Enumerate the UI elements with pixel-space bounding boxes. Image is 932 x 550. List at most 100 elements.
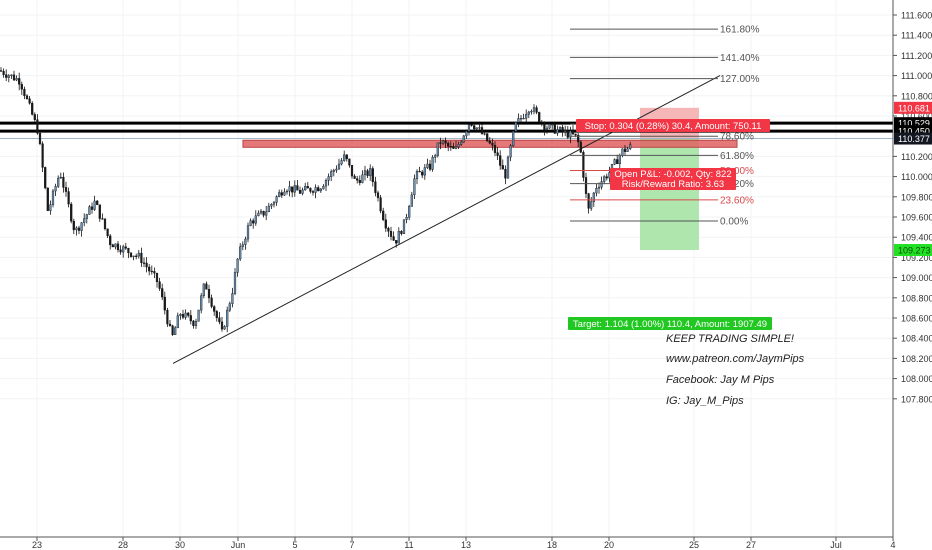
candle-body (246, 225, 250, 240)
price-flag (894, 244, 932, 257)
candle-body (179, 314, 182, 316)
candle-body (558, 127, 562, 130)
candle-body (150, 270, 153, 273)
candle-body (72, 220, 75, 231)
candle-body (473, 125, 476, 130)
candle-body (345, 154, 348, 160)
candle-body (44, 167, 47, 189)
y-tick-label: 108.200 (901, 354, 932, 364)
candle-body (621, 148, 624, 156)
candle-body (64, 187, 68, 192)
y-tick-label: 109.400 (901, 233, 932, 243)
candle-body (161, 288, 164, 298)
candle-body (189, 315, 192, 322)
candle-body (597, 186, 601, 189)
candle-body (561, 127, 564, 133)
price-axis[interactable]: 111.600 111.400 111.200 111.000 110.800 110.6… (892, 0, 932, 537)
x-tick-label: 7 (349, 540, 354, 550)
candle-body (486, 133, 489, 142)
candle-body (93, 200, 96, 210)
candle-body (426, 163, 429, 168)
candle-body (280, 192, 283, 196)
candle-body (618, 155, 621, 165)
annotation-line-2: www.patreon.com/JaymPips (666, 353, 805, 365)
target-label-bg (568, 317, 772, 330)
candle-body (571, 130, 575, 135)
price-flag (894, 125, 932, 138)
reward-zone (640, 138, 699, 251)
candle-body (41, 143, 44, 168)
annotation-line-3: Facebook: Jay M Pips (666, 374, 775, 386)
candle-body (340, 160, 343, 165)
candle-body (317, 187, 320, 192)
candle-body (288, 186, 291, 192)
candle-body (220, 321, 224, 330)
candle-body (106, 228, 109, 237)
candle-body (275, 196, 278, 203)
candle-body (348, 158, 351, 166)
fib-level-label: 78.60% (720, 132, 754, 143)
candle-body (122, 246, 125, 253)
candle-body (483, 133, 486, 135)
candle-body (31, 102, 34, 115)
candle-body (553, 124, 556, 134)
y-tick-label: 107.800 (901, 394, 932, 404)
candle-body (51, 190, 55, 205)
candle-body (145, 262, 148, 268)
candle-body (111, 244, 114, 248)
candle-body (421, 171, 424, 176)
candle-body (527, 111, 530, 115)
candle-body (512, 131, 515, 146)
candle-body (304, 186, 307, 191)
annotation-line-1: KEEP TRADING SIMPLE! (666, 333, 794, 345)
candle-body (496, 152, 499, 156)
candle-body (434, 155, 437, 158)
pnl-box (610, 168, 736, 190)
candle-body (514, 122, 517, 132)
candle-body (327, 176, 330, 181)
x-tick-label: 11 (404, 540, 413, 550)
candle-body (444, 140, 447, 144)
candle-body (332, 170, 335, 172)
fib-level-label: 141.40% (720, 53, 760, 64)
y-tick-label: 110.600 (901, 112, 932, 122)
price-flag-label: 110.450 (898, 127, 930, 137)
candle-body (36, 119, 39, 134)
candle-body (548, 124, 551, 129)
candle-body (77, 227, 81, 231)
fib-level-label: 61.80% (720, 151, 754, 162)
candle-body (605, 176, 608, 179)
candle-body (564, 130, 567, 133)
candle-body (405, 217, 408, 220)
x-tick-label: 25 (689, 540, 699, 550)
candle-body (213, 306, 216, 312)
candle-body (379, 197, 382, 212)
candle-body (174, 327, 177, 335)
candle-body (499, 155, 502, 166)
fib-level-label: 50.00% (720, 166, 754, 177)
candle-body (488, 140, 491, 144)
position-labels: Stop: 0.304 (0.28%) 30.4, Amount: 750.11… (568, 119, 772, 330)
candle-body (475, 127, 478, 130)
candle-body (46, 187, 49, 211)
candle-body (436, 142, 439, 156)
y-tick-label: 110.200 (901, 152, 932, 162)
candle-body (353, 175, 356, 179)
candle-body (88, 206, 91, 215)
time-axis[interactable]: 23 28 30 Jun 5 7 11 13 18 20 25 27 Jul 4 (0, 536, 896, 550)
candle-body (613, 159, 616, 165)
candle-body (335, 168, 338, 171)
candle-body (439, 142, 442, 144)
candle-body (452, 146, 455, 149)
candle-body (298, 190, 302, 194)
candle-body (343, 154, 346, 161)
candle-body (629, 144, 632, 149)
candle-body (80, 222, 83, 231)
candle-body (356, 178, 359, 181)
x-tick-label: 20 (604, 540, 614, 550)
candle-body (592, 192, 595, 203)
candle-body (457, 144, 460, 147)
candle-body (574, 133, 577, 136)
candle-body (626, 148, 629, 152)
